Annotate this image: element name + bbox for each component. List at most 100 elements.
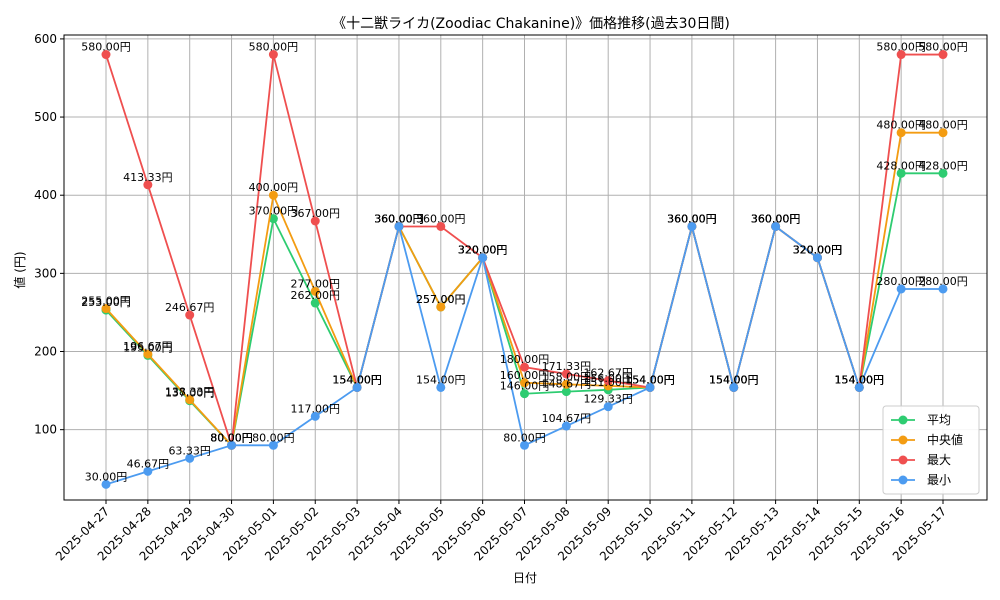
data-point — [645, 382, 655, 392]
data-point — [352, 382, 362, 392]
data-point — [310, 286, 320, 296]
data-label: 360.00円 — [374, 212, 424, 225]
data-label: 171.33円 — [542, 360, 592, 373]
data-point — [101, 304, 111, 314]
axes-layer: 1002003004005006002025-04-272025-04-2820… — [34, 32, 988, 563]
data-label: 137.00円 — [165, 387, 215, 400]
data-point — [268, 440, 278, 450]
data-point — [520, 440, 529, 450]
y-tick-label: 200 — [34, 345, 57, 359]
data-point — [561, 379, 571, 389]
data-point — [520, 378, 529, 388]
legend-swatch-marker — [898, 455, 908, 465]
y-tick-label: 100 — [34, 423, 57, 437]
data-label: 129.33円 — [583, 393, 633, 406]
data-label: 146.00円 — [500, 380, 550, 393]
data-point — [938, 128, 948, 138]
data-label: 154.00円 — [835, 373, 885, 386]
data-label: 246.67円 — [165, 301, 215, 314]
data-point — [603, 376, 613, 386]
data-label: 360.00円 — [416, 212, 466, 225]
data-label: 257.00円 — [416, 293, 466, 306]
data-label: 262.00円 — [291, 289, 341, 302]
data-label: 360.00円 — [374, 212, 424, 225]
data-label: 154.00円 — [332, 373, 382, 386]
data-label: 360.00円 — [667, 212, 717, 225]
data-point — [687, 221, 697, 231]
data-label: 255.00円 — [81, 295, 131, 308]
data-label: 320.00円 — [458, 244, 508, 257]
data-label: 580.00円 — [876, 41, 926, 54]
data-label: 80.00円 — [503, 431, 546, 444]
data-point — [561, 387, 571, 397]
data-label: 196.67円 — [123, 340, 173, 353]
data-label: 80.00円 — [252, 431, 295, 444]
data-label: 580.00円 — [249, 41, 299, 54]
data-label: 257.00円 — [416, 293, 466, 306]
data-label: 162.67円 — [583, 367, 633, 380]
data-label: 480.00円 — [876, 119, 926, 132]
legend-label: 最大 — [927, 453, 951, 467]
data-label: 148.67円 — [542, 378, 592, 391]
data-label: 277.00円 — [291, 277, 341, 290]
data-label: 63.33円 — [168, 444, 211, 457]
data-label: 320.00円 — [793, 244, 843, 257]
data-label: 360.00円 — [667, 212, 717, 225]
data-point — [896, 284, 906, 294]
data-point — [185, 453, 195, 463]
data-point — [143, 180, 153, 190]
data-label: 154.00円 — [835, 373, 885, 386]
data-point — [268, 214, 278, 224]
data-label: 413.33円 — [123, 171, 173, 184]
data-label: 80.00円 — [210, 431, 253, 444]
data-point — [896, 128, 906, 138]
data-labels-layer: 253.00円 195.00円 137.00円 80.00円 370.00円 262.00… — [81, 41, 968, 484]
data-point — [143, 349, 153, 359]
data-point — [185, 395, 195, 405]
data-point — [938, 168, 948, 178]
plot-frame — [63, 34, 988, 501]
data-label: 154.00円 — [835, 373, 885, 386]
data-label: 154.00円 — [625, 373, 675, 386]
data-point — [394, 221, 404, 231]
data-label: 46.67円 — [127, 457, 170, 470]
data-label: 154.00円 — [625, 373, 675, 386]
data-point — [436, 382, 446, 392]
data-label: 160.00円 — [500, 369, 550, 382]
data-point — [478, 253, 488, 263]
data-label: 360.00円 — [667, 212, 717, 225]
data-label: 280.00円 — [876, 275, 926, 288]
data-label: 320.00円 — [458, 244, 508, 257]
data-label: 580.00円 — [81, 41, 131, 54]
data-label: 428.00円 — [876, 159, 926, 172]
data-label: 360.00円 — [374, 212, 424, 225]
data-label: 360.00円 — [751, 212, 801, 225]
legend-swatch-marker — [898, 435, 908, 445]
data-label: 154.00円 — [709, 373, 759, 386]
y-tick-label: 600 — [34, 32, 57, 46]
data-label: 428.00円 — [918, 159, 968, 172]
x-axis-title: 日付 — [513, 571, 537, 585]
legend-label: 中央値 — [927, 432, 963, 447]
data-point — [520, 362, 529, 372]
data-label: 360.00円 — [374, 212, 424, 225]
series-layer — [101, 50, 948, 489]
data-label: 360.00円 — [751, 212, 801, 225]
data-label: 154.00円 — [709, 373, 759, 386]
legend-label: 最小 — [927, 473, 951, 487]
legend-swatch-marker — [898, 415, 908, 425]
data-label: 158.00円 — [542, 370, 592, 383]
data-point — [771, 221, 781, 231]
data-label: 156.00円 — [583, 372, 633, 385]
data-label: 370.00円 — [249, 205, 299, 218]
data-label: 320.00円 — [793, 244, 843, 257]
data-label: 154.00円 — [835, 373, 885, 386]
data-label: 480.00円 — [918, 119, 968, 132]
data-point — [938, 50, 948, 60]
data-point — [268, 50, 278, 60]
data-point — [310, 216, 320, 226]
data-point — [520, 389, 529, 399]
data-point — [436, 221, 446, 231]
